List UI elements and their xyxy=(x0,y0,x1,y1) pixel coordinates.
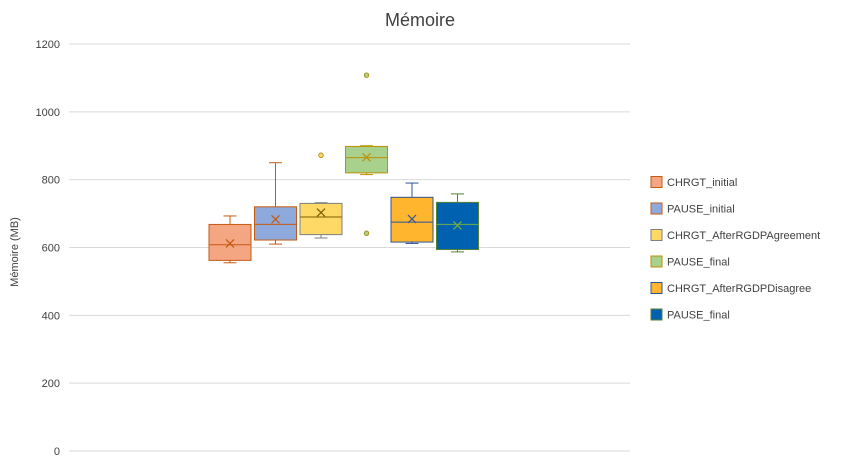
legend-swatch xyxy=(650,282,663,294)
box-1-chrgt-initial[interactable] xyxy=(208,215,252,264)
mean-marker xyxy=(407,214,417,224)
legend-item[interactable]: PAUSE_initial xyxy=(650,202,735,216)
legend-label: PAUSE_final xyxy=(667,310,730,322)
legend-swatch xyxy=(650,255,663,268)
outlier-point xyxy=(363,72,370,78)
mean-marker xyxy=(453,221,462,230)
y-axis-ticks: 0 200 400 600 800 1000 1200 xyxy=(36,39,60,458)
legend-label: CHRGT_initial xyxy=(667,177,737,189)
y-tick-label: 1000 xyxy=(36,107,60,119)
box-2-pause-initial[interactable] xyxy=(254,162,297,245)
box-4-pause-final[interactable] xyxy=(345,72,388,236)
legend[interactable]: CHRGT_initial PAUSE_initial CHRGT_AfterRGD… xyxy=(650,176,820,322)
y-tick-label: 1200 xyxy=(36,39,60,51)
box-3-chrgt-afterrgdpagreement[interactable] xyxy=(299,152,343,239)
box-iqr xyxy=(345,145,388,174)
mean-marker xyxy=(316,208,326,217)
legend-label: CHRGT_AfterRGDPDisagree xyxy=(667,283,811,295)
mean-marker xyxy=(362,152,371,162)
legend-item[interactable]: PAUSE_final xyxy=(650,308,730,322)
y-axis-label: Mémoire (MB) xyxy=(9,217,21,287)
y-tick-label: 400 xyxy=(42,310,60,322)
legend-item[interactable]: PAUSE_final xyxy=(650,255,730,269)
chart-title: Mémoire xyxy=(385,10,455,30)
y-tick-label: 600 xyxy=(42,243,60,255)
mean-marker xyxy=(225,239,235,248)
box-series-group xyxy=(208,72,479,264)
legend-label: CHRGT_AfterRGDPAgreement xyxy=(667,230,820,242)
y-tick-label: 800 xyxy=(42,175,60,187)
mean-marker xyxy=(271,214,280,224)
box-iqr xyxy=(208,223,252,261)
legend-item[interactable]: CHRGT_initial xyxy=(650,176,737,190)
legend-item[interactable]: CHRGT_AfterRGDPAgreement xyxy=(650,229,820,243)
legend-label: PAUSE_initial xyxy=(667,204,735,216)
box-iqr xyxy=(299,202,343,236)
box-5-chrgt-afterrgdpdisagree[interactable] xyxy=(390,182,434,244)
y-tick-label: 200 xyxy=(42,378,60,390)
box-iqr xyxy=(254,206,297,241)
gridlines xyxy=(69,43,630,452)
legend-swatch xyxy=(650,176,663,188)
legend-label: PAUSE_final xyxy=(667,257,730,269)
legend-swatch xyxy=(650,229,663,241)
outlier-point xyxy=(363,230,370,236)
legend-swatch xyxy=(650,202,663,215)
box-6-pause-final[interactable] xyxy=(436,193,479,253)
y-tick-label: 0 xyxy=(54,446,60,458)
outlier-point xyxy=(318,152,324,158)
legend-swatch xyxy=(650,308,663,321)
legend-item[interactable]: CHRGT_AfterRGDPDisagree xyxy=(650,282,811,296)
